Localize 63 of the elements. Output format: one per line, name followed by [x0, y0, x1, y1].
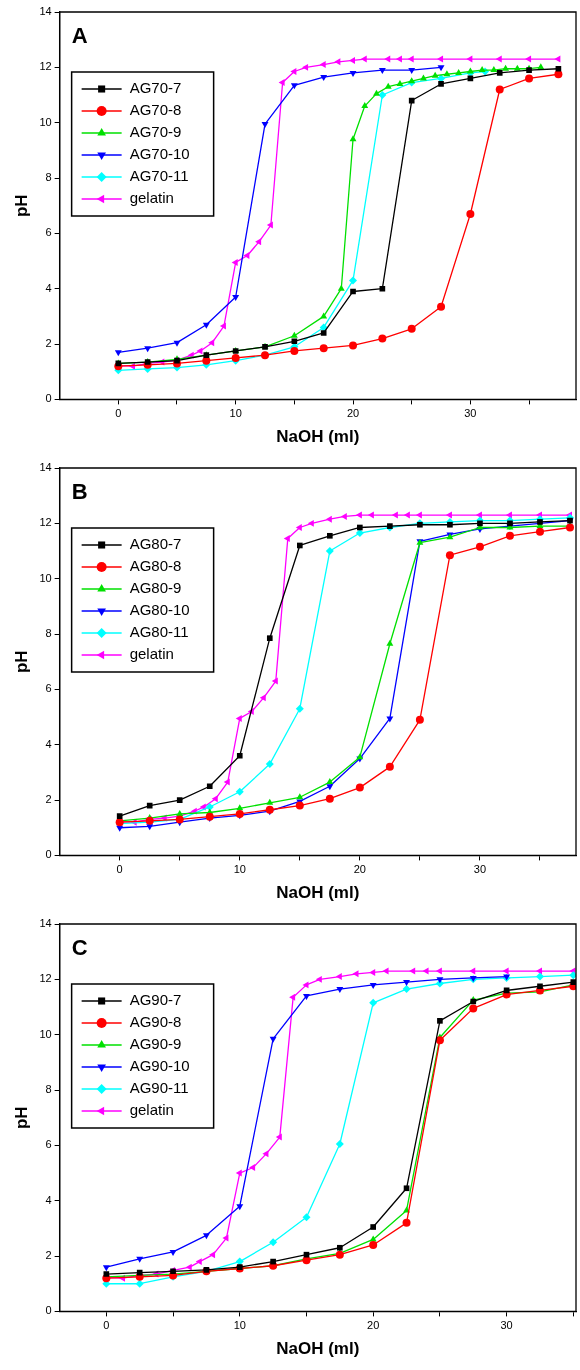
y-tick-label: 8 — [45, 627, 52, 640]
x-tick-label: 10 — [233, 1319, 246, 1332]
y-tick-label: 0 — [45, 848, 52, 861]
legend-label: AG70-11 — [129, 167, 189, 185]
legend-label: AG80-9 — [129, 579, 182, 597]
legend-label: AG70-9 — [129, 123, 182, 141]
x-tick-label: 0 — [103, 1319, 110, 1332]
y-tick-label: 14 — [39, 917, 52, 930]
x-tick-label: 10 — [233, 863, 246, 876]
y-tick-label: 6 — [45, 1138, 52, 1151]
y-tick-label: 14 — [39, 5, 52, 18]
x-tick-label: 0 — [116, 863, 123, 876]
x-tick-label: 10 — [229, 407, 242, 420]
x-tick-label: 0 — [115, 407, 122, 420]
y-tick-label: 14 — [39, 461, 52, 474]
legend-label: AG80-7 — [129, 535, 182, 553]
legend-label: AG90-9 — [129, 1035, 182, 1053]
legend-label: AG80-8 — [129, 557, 182, 575]
text: C — [71, 935, 88, 961]
legend-label: AG90-7 — [129, 991, 182, 1009]
x-tick-label: 20 — [353, 863, 366, 876]
y-tick-label: 10 — [39, 115, 52, 128]
x-tick-label: 30 — [464, 407, 477, 420]
x-axis-title: NaOH (ml) — [276, 427, 360, 447]
x-tick-label: 30 — [473, 863, 487, 876]
legend-label: AG70-10 — [129, 145, 190, 163]
y-tick-label: 6 — [45, 682, 52, 695]
legend-label: AG90-11 — [129, 1079, 189, 1097]
x-tick-label: 20 — [346, 407, 360, 420]
x-tick-label: 20 — [367, 1319, 380, 1332]
y-axis-title: pH — [11, 1106, 31, 1130]
legend-label: AG80-11 — [129, 623, 189, 641]
y-axis-title: pH — [11, 194, 31, 218]
y-tick-label: 6 — [45, 226, 52, 239]
text: B — [71, 479, 88, 505]
legend-label: AG80-10 — [129, 601, 190, 619]
legend-label: AG90-8 — [129, 1013, 182, 1031]
legend-label: AG70-7 — [129, 79, 182, 97]
y-tick-label: 12 — [39, 972, 52, 985]
y-tick-label: 12 — [39, 60, 52, 73]
y-tick-label: 0 — [45, 1304, 52, 1317]
x-tick-label: 30 — [500, 1319, 513, 1332]
legend-label: AG70-8 — [129, 101, 182, 119]
y-axis-title: pH — [11, 650, 31, 674]
y-tick-label: 4 — [45, 1193, 52, 1206]
legend-label: gelatin — [129, 645, 174, 663]
legend-label: gelatin — [129, 1101, 174, 1119]
x-axis-title: NaOH (ml) — [276, 1339, 360, 1359]
y-tick-label: 12 — [39, 516, 52, 529]
y-tick-label: 8 — [45, 1083, 52, 1096]
y-tick-label: 0 — [45, 392, 52, 405]
y-tick-label: 8 — [45, 171, 52, 184]
y-tick-label: 2 — [45, 337, 52, 350]
x-axis-title: NaOH (ml) — [276, 883, 360, 903]
y-tick-label: 10 — [39, 571, 52, 584]
y-tick-label: 4 — [45, 737, 52, 750]
text: A — [71, 23, 88, 49]
y-tick-label: 4 — [45, 281, 52, 294]
y-tick-label: 10 — [39, 1027, 52, 1040]
legend-label: gelatin — [129, 189, 174, 207]
legend-label: AG90-10 — [129, 1057, 190, 1075]
y-tick-label: 2 — [45, 1249, 52, 1262]
y-tick-label: 2 — [45, 793, 52, 806]
